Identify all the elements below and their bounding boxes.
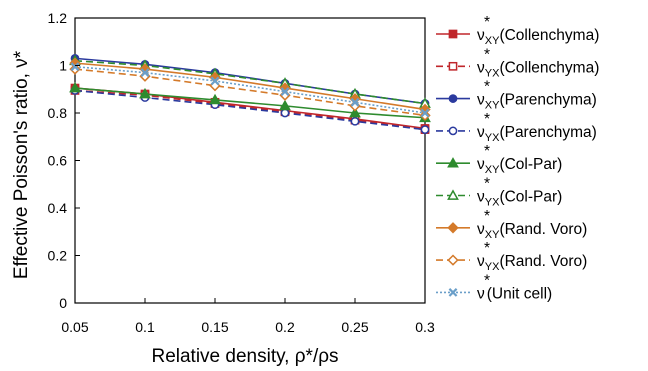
data-point-triangle bbox=[447, 189, 459, 200]
series-6 bbox=[69, 54, 431, 108]
y-tick-label: 0.8 bbox=[48, 105, 68, 121]
legend-asterisk: * bbox=[484, 208, 490, 225]
x-tick-label: 0.05 bbox=[61, 319, 88, 335]
legend-item-1: νXY(Collenchyma)* bbox=[436, 14, 599, 47]
legend-item-4: νYX(Parenchyma)* bbox=[436, 111, 597, 144]
x-tick-label: 0.1 bbox=[135, 319, 155, 335]
legend-label: νYX(Col-Par) bbox=[477, 189, 562, 209]
series-2 bbox=[70, 86, 430, 134]
data-point-circle bbox=[420, 125, 430, 134]
data-point-x-stroke bbox=[210, 76, 220, 86]
series-line bbox=[74, 89, 426, 131]
legend-label: νYX(Rand. Voro) bbox=[477, 253, 587, 273]
plot-area bbox=[74, 17, 426, 304]
legend-item-8: νYX(Rand. Voro)* bbox=[436, 240, 587, 273]
legend-label: νXY(Parenchyma) bbox=[477, 92, 597, 112]
y-tick-label: 0.4 bbox=[48, 200, 68, 216]
plot-border bbox=[74, 17, 426, 304]
y-tick-label: 0.6 bbox=[48, 153, 68, 169]
legend-asterisk: * bbox=[484, 79, 490, 96]
x-tick-label: 0.3 bbox=[415, 319, 435, 335]
legend-asterisk: * bbox=[484, 46, 490, 63]
legend-item-6: νYX(Col-Par)* bbox=[436, 176, 562, 209]
legend-asterisk: * bbox=[484, 143, 490, 160]
data-point-x-stroke bbox=[350, 97, 360, 107]
data-point-circle bbox=[280, 108, 290, 118]
y-axis-title: Effective Poisson's ratio, ν* bbox=[11, 50, 32, 279]
data-point-circle bbox=[448, 126, 458, 136]
data-point-x-stroke bbox=[420, 108, 430, 118]
data-point-x bbox=[420, 108, 430, 118]
series-line bbox=[74, 57, 426, 105]
series-line bbox=[74, 65, 426, 114]
series-3 bbox=[70, 54, 430, 108]
data-point-x bbox=[350, 97, 360, 107]
data-point-diamond bbox=[447, 222, 459, 234]
data-point-circle bbox=[448, 94, 458, 103]
series-line bbox=[74, 59, 426, 105]
legend-item-9: ν (Unit cell)* bbox=[436, 272, 552, 302]
data-point-diamond bbox=[447, 254, 459, 266]
legend-asterisk: * bbox=[484, 272, 490, 289]
series-5 bbox=[69, 81, 431, 123]
legend-label: ν (Unit cell) bbox=[477, 285, 552, 302]
series-layer bbox=[69, 54, 431, 134]
data-point-triangle bbox=[279, 99, 291, 111]
x-axis-title: Relative density, ρ*/ρs bbox=[151, 346, 338, 367]
tick-labels: 0.05 0.1 0.15 0.2 0.25 0.3 0 0.2 0.4 0.6 0.8 1 1.2 bbox=[48, 10, 435, 335]
data-point-x-stroke bbox=[140, 68, 150, 78]
data-point-x-stroke bbox=[70, 62, 80, 72]
series-line bbox=[74, 89, 426, 131]
data-point-x-stroke bbox=[280, 87, 290, 97]
legend-label: νYX(Parenchyma) bbox=[477, 124, 597, 144]
series-line bbox=[74, 87, 426, 119]
data-point-triangle bbox=[209, 93, 221, 105]
x-tick-label: 0.2 bbox=[275, 319, 295, 335]
data-point-triangle bbox=[139, 87, 151, 99]
legend-item-3: νXY(Parenchyma)* bbox=[436, 79, 597, 112]
legend: νXY(Collenchyma)*νYX(Collenchyma)*νXY(Pa… bbox=[436, 14, 599, 302]
legend-asterisk: * bbox=[484, 240, 490, 257]
data-point-circle bbox=[350, 116, 360, 126]
legend-item-5: νXY(Col-Par)* bbox=[436, 143, 562, 176]
data-point-square bbox=[448, 61, 458, 71]
y-tick-label: 0 bbox=[59, 295, 67, 311]
legend-asterisk: * bbox=[484, 176, 490, 193]
legend-label: νYX(Collenchyma) bbox=[477, 59, 599, 79]
legend-asterisk: * bbox=[484, 111, 490, 128]
legend-label: νXY(Col-Par) bbox=[477, 156, 562, 176]
data-point-diamond bbox=[419, 109, 431, 122]
series-line bbox=[74, 62, 426, 111]
data-point-diamond bbox=[69, 63, 81, 75]
legend-label: νXY(Collenchyma) bbox=[477, 27, 599, 47]
data-point-x bbox=[140, 68, 150, 78]
legend-label: νXY(Rand. Voro) bbox=[477, 221, 587, 241]
series-9 bbox=[70, 62, 430, 118]
x-tick-label: 0.25 bbox=[341, 319, 368, 335]
data-point-triangle bbox=[349, 106, 361, 118]
y-tick-label: 1 bbox=[59, 58, 67, 74]
data-point-x-stroke bbox=[448, 288, 458, 297]
data-point-x bbox=[210, 76, 220, 86]
data-point-triangle bbox=[69, 81, 81, 93]
y-tick-label: 1.2 bbox=[48, 10, 68, 26]
series-8 bbox=[69, 63, 431, 122]
data-point-triangle bbox=[447, 157, 459, 168]
legend-item-2: νYX(Collenchyma)* bbox=[436, 46, 599, 79]
data-point-square bbox=[448, 29, 458, 39]
x-tick-label: 0.15 bbox=[201, 319, 228, 335]
y-tick-label: 0.2 bbox=[48, 248, 68, 264]
legend-asterisk: * bbox=[484, 14, 490, 31]
legend-item-7: νXY(Rand. Voro)* bbox=[436, 208, 587, 241]
data-point-x bbox=[448, 288, 458, 297]
data-point-x bbox=[70, 62, 80, 72]
data-point-x bbox=[280, 87, 290, 97]
series-line bbox=[74, 68, 426, 117]
